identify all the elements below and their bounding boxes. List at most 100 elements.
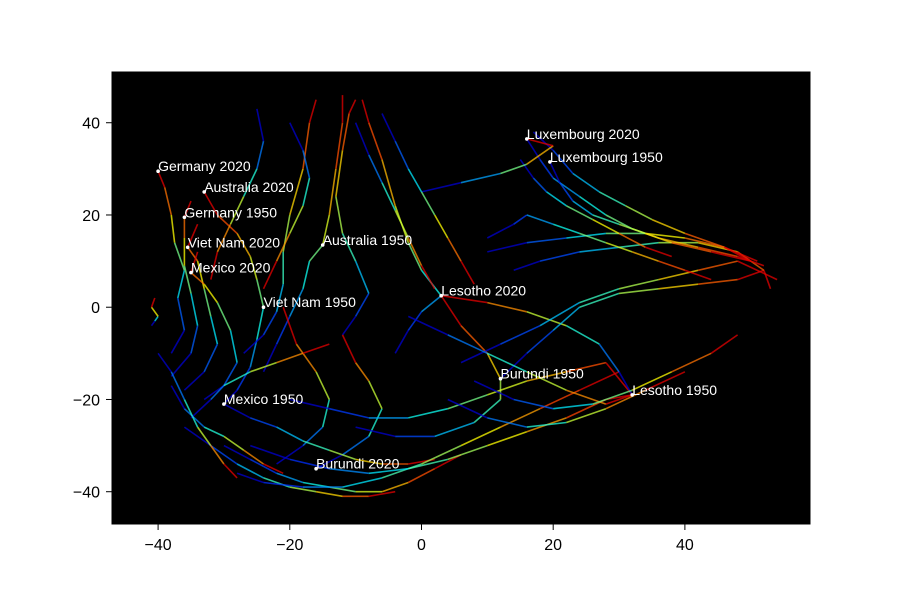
- trajectory-segment: [328, 168, 337, 216]
- trajectory-segment: [618, 232, 646, 249]
- point-label: Mexico 2020: [191, 260, 271, 276]
- trajectory-segment: [368, 154, 383, 184]
- trajectory-segment: [486, 352, 528, 373]
- trajectory-segment: [460, 426, 501, 447]
- trajectory-segment: [276, 444, 304, 465]
- trajectory-segment: [236, 472, 264, 484]
- trajectory-segment: [183, 371, 205, 391]
- trajectory-segment: [256, 279, 265, 308]
- trajectory-segment: [183, 200, 192, 218]
- trajectory-segment: [434, 214, 449, 239]
- y-axis: −40 −20 0 20 40: [73, 116, 112, 502]
- trajectory-segment: [223, 389, 238, 405]
- trajectory-segment: [342, 477, 383, 488]
- annotated-point-marker: [222, 402, 226, 406]
- y-tick-label: 0: [91, 300, 100, 317]
- trajectory-segment: [605, 389, 646, 410]
- trajectory-segment: [150, 306, 159, 317]
- trajectory-segment: [275, 284, 284, 312]
- trajectory-segment: [407, 168, 423, 193]
- trajectory-segment: [289, 486, 317, 493]
- trajectory-segment: [566, 361, 607, 373]
- trajectory-segment: [487, 417, 527, 428]
- trajectory-segment: [236, 233, 251, 257]
- trajectory-segment: [183, 265, 192, 294]
- trajectory-segment: [256, 141, 265, 170]
- trajectory-segment: [552, 149, 574, 175]
- trajectory-segment: [420, 295, 442, 313]
- trajectory-segment: [348, 99, 357, 114]
- trajectory-segment: [183, 408, 205, 428]
- trajectory-segment: [361, 99, 370, 123]
- trajectory-segment: [289, 122, 304, 151]
- trajectory-segment: [407, 315, 449, 336]
- trajectory-segment: [354, 293, 370, 317]
- annotated-point-marker: [548, 160, 552, 164]
- trajectory-segment: [196, 426, 212, 447]
- trajectory-segment: [645, 371, 686, 391]
- trajectory-segment: [711, 251, 751, 262]
- trajectory-segment: [368, 490, 396, 498]
- trajectory-segment: [210, 251, 219, 280]
- trajectory-segment: [572, 200, 594, 216]
- trajectory-segment: [697, 260, 738, 272]
- trajectory-segment: [394, 210, 410, 239]
- trajectory-segment: [341, 315, 357, 336]
- annotated-point-marker: [202, 190, 206, 194]
- trajectory-segment: [421, 181, 462, 193]
- trajectory-segment: [381, 463, 422, 479]
- trajectory-segment: [335, 122, 344, 170]
- trajectory-segment: [447, 394, 488, 410]
- trajectory-segment: [321, 214, 331, 246]
- trajectory-segment: [473, 380, 515, 401]
- trajectory-segment: [289, 205, 304, 234]
- trajectory-segment: [645, 232, 672, 244]
- annotated-point-marker: [314, 466, 318, 471]
- y-tick-label: 20: [82, 208, 100, 225]
- trajectory-segment: [381, 182, 396, 211]
- trajectory-segment: [579, 371, 620, 391]
- trajectory-segment: [592, 214, 620, 225]
- trajectory-segment: [216, 214, 238, 234]
- point-label: Mexico 1950: [224, 391, 304, 407]
- trajectory-segment: [354, 362, 370, 382]
- trajectory-segment: [407, 237, 423, 267]
- trajectory-segment: [407, 467, 436, 484]
- x-tick-label: −40: [145, 537, 172, 554]
- trajectory-segment: [163, 187, 173, 216]
- trajectory-segment: [605, 241, 633, 253]
- trajectory-segment: [276, 352, 304, 364]
- trajectory-segment: [566, 325, 600, 345]
- trajectory-segment: [282, 306, 298, 345]
- trajectory-segment: [249, 256, 258, 280]
- trajectory-segment: [242, 168, 258, 197]
- trajectory-segment: [177, 297, 186, 331]
- trajectory-segment: [645, 232, 685, 239]
- trajectory-segment: [710, 334, 739, 354]
- trajectory-segment: [150, 297, 156, 308]
- trajectory-segment: [329, 449, 356, 461]
- trajectory-segment: [684, 269, 712, 281]
- trajectory-segment: [447, 444, 488, 461]
- point-label: Germany 1950: [184, 204, 277, 220]
- trajectory-segment: [315, 490, 343, 498]
- trajectory-segment: [276, 426, 304, 442]
- trajectory-segment: [210, 316, 219, 345]
- trajectory-segment: [519, 159, 535, 179]
- trajectory-segment: [354, 122, 370, 156]
- trajectory-segment: [150, 320, 156, 327]
- trajectory-segment: [724, 246, 758, 262]
- trajectory-segment: [631, 251, 659, 262]
- trajectory-segment: [243, 334, 265, 354]
- trajectory-segment: [532, 177, 548, 193]
- trajectory-segment: [289, 168, 304, 216]
- x-axis: −40 −20 0 20 40: [145, 524, 694, 554]
- trajectory-segment: [315, 371, 331, 400]
- point-label: Burundi 1950: [501, 366, 585, 382]
- trajectory-segment: [447, 334, 488, 355]
- trajectory-segment: [526, 214, 554, 225]
- annotated-point-marker: [498, 376, 503, 381]
- trajectory-segment: [487, 431, 528, 447]
- trajectory-segment: [394, 329, 409, 354]
- trajectory-segment: [381, 481, 409, 493]
